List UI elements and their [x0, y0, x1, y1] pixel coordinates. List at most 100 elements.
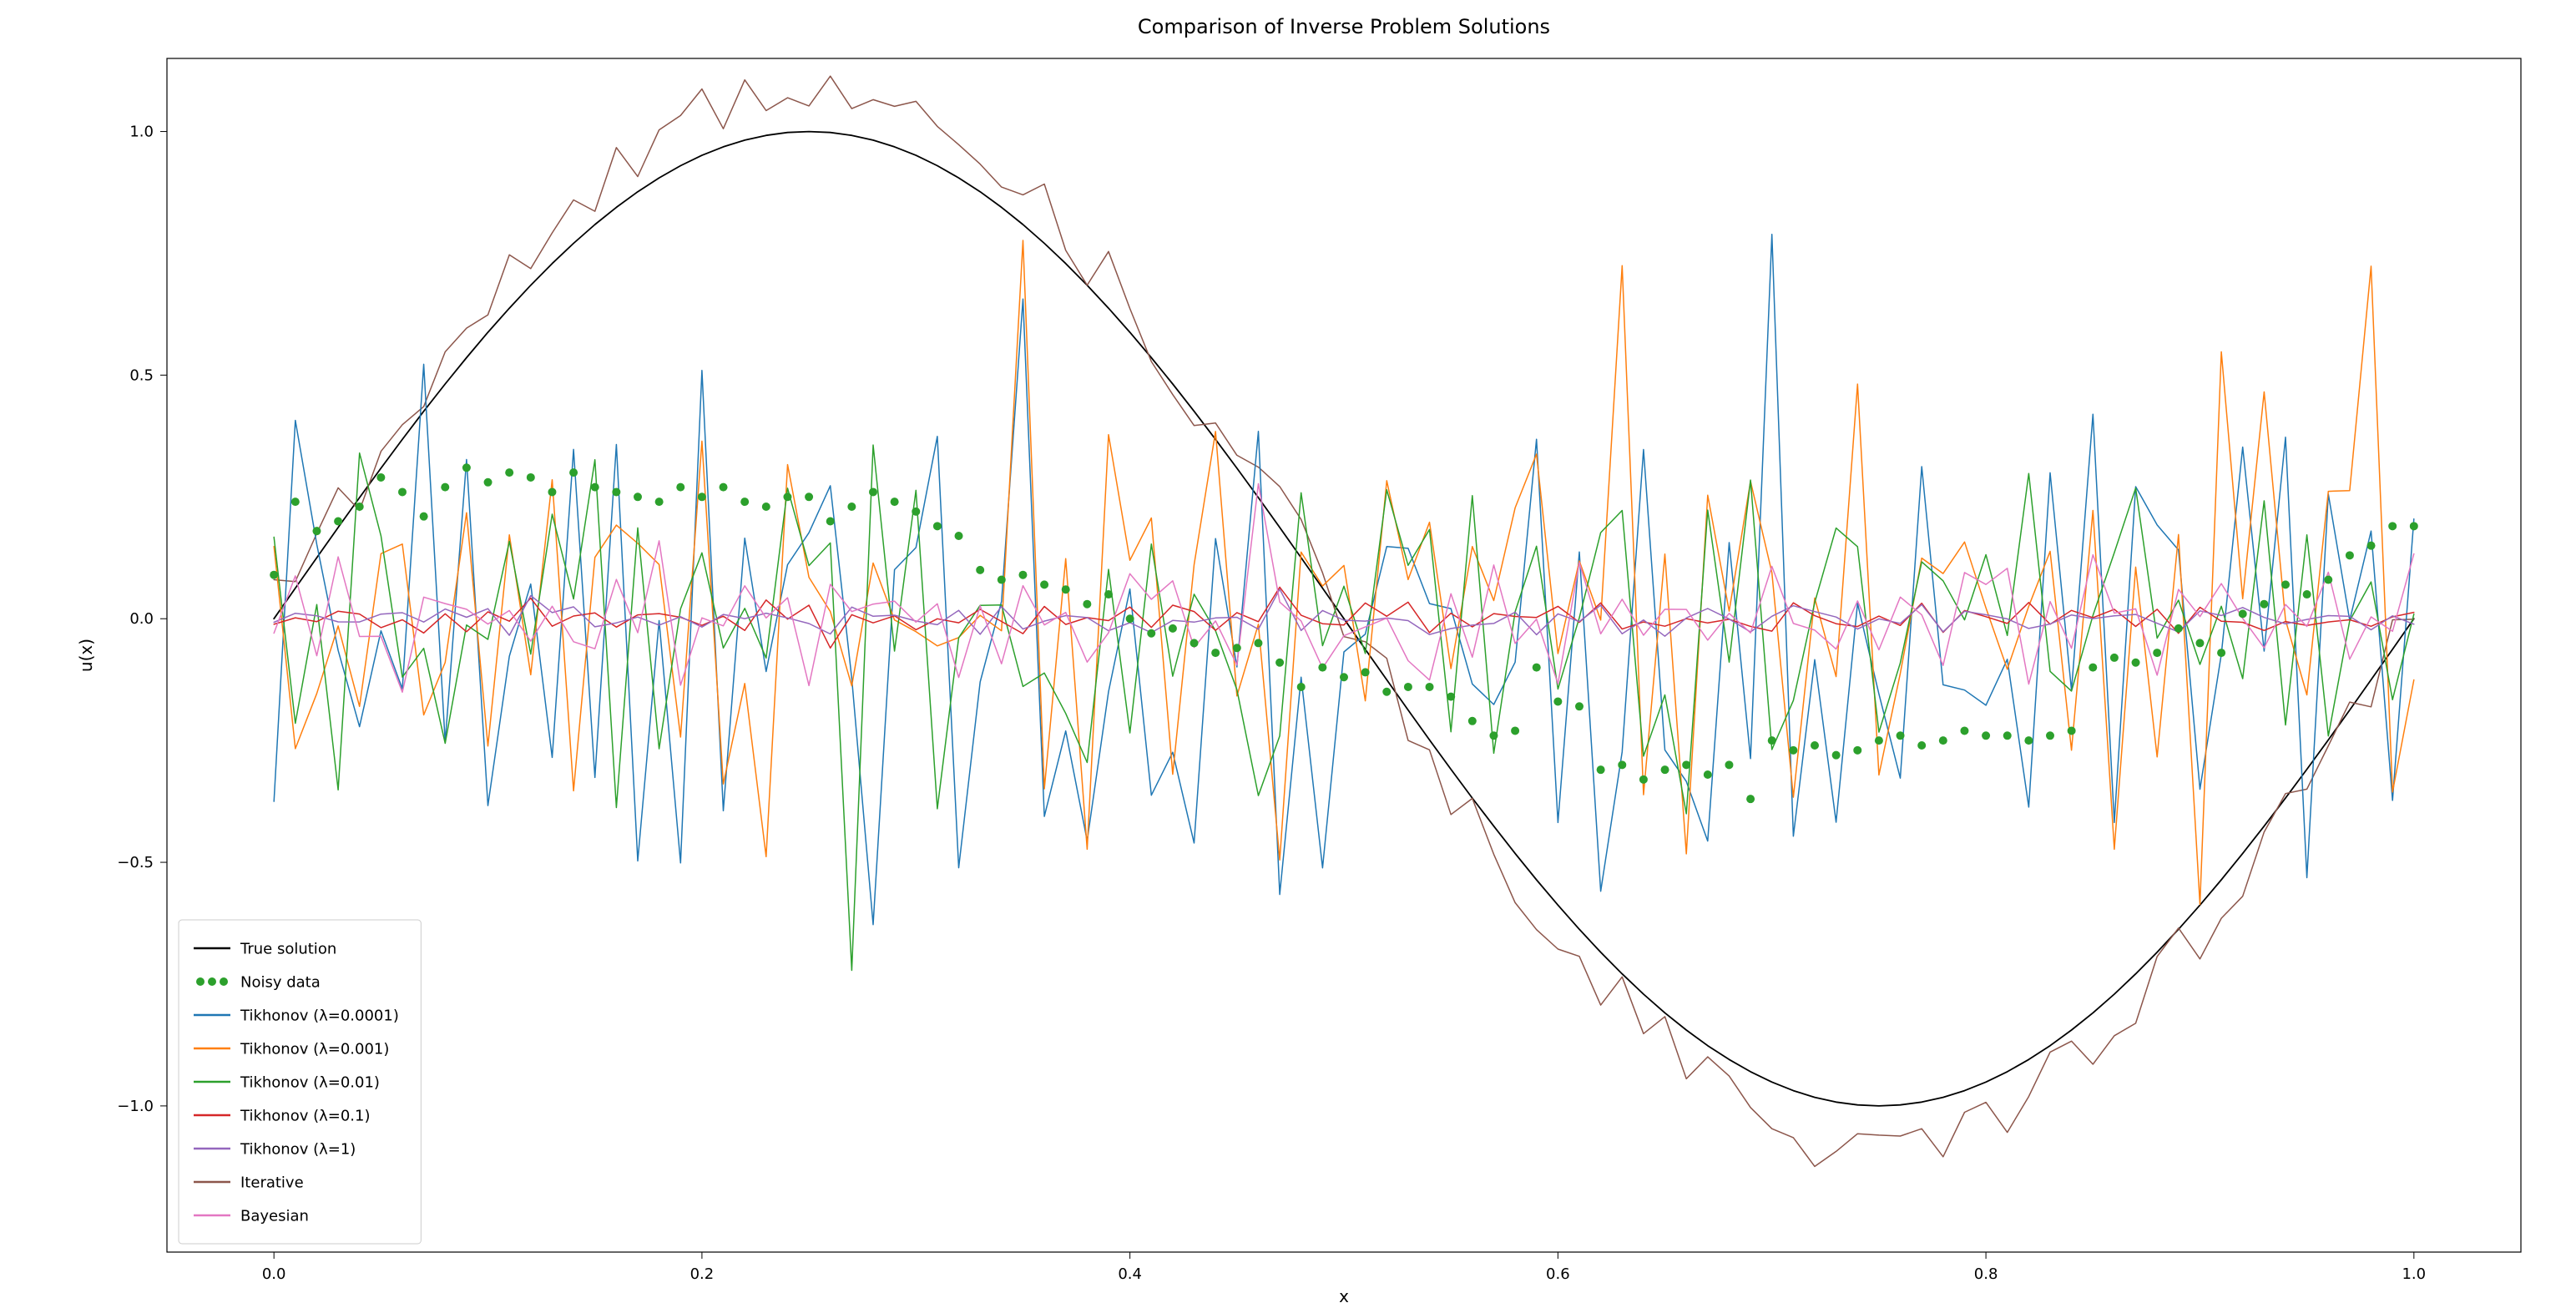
scatter-point — [1468, 717, 1477, 725]
scatter-point — [2260, 600, 2268, 609]
scatter-point — [1426, 683, 1434, 691]
scatter-point — [676, 483, 684, 492]
scatter-point — [2024, 736, 2033, 745]
scatter-point — [2003, 731, 2012, 740]
legend-label: Tikhonov (λ=0.001) — [240, 1040, 389, 1058]
scatter-point — [1062, 585, 1070, 593]
scatter-point — [270, 571, 278, 579]
scatter-point — [1382, 688, 1391, 696]
scatter-point — [291, 497, 300, 506]
scatter-point — [1147, 629, 1155, 638]
scatter-point — [1832, 751, 1841, 760]
scatter-point — [1704, 770, 1712, 779]
scatter-point — [1661, 765, 1669, 774]
scatter-point — [826, 517, 835, 525]
xtick-label: 0.0 — [262, 1265, 286, 1283]
legend-label: Noisy data — [240, 973, 321, 991]
scatter-point — [762, 503, 770, 511]
scatter-point — [1361, 668, 1370, 676]
scatter-point — [2239, 609, 2247, 618]
scatter-point — [1126, 614, 1134, 623]
scatter-point — [1789, 746, 1797, 755]
scatter-point — [698, 492, 706, 501]
scatter-point — [1340, 673, 1348, 681]
scatter-point — [891, 497, 899, 506]
legend-label: Tikhonov (λ=0.0001) — [240, 1007, 399, 1024]
legend-label: True solution — [240, 940, 336, 957]
scatter-point — [612, 487, 620, 496]
xtick-label: 0.2 — [690, 1265, 715, 1283]
legend-label: Tikhonov (λ=0.1) — [240, 1107, 371, 1124]
scatter-point — [2303, 590, 2311, 598]
legend: True solution Noisy data Tikhonov (λ=0.000… — [179, 920, 421, 1244]
scatter-point — [2217, 649, 2225, 657]
ytick-label: −1.0 — [117, 1098, 154, 1115]
ytick-label: 1.0 — [129, 124, 154, 141]
scatter-point — [933, 522, 942, 530]
scatter-point — [1553, 697, 1562, 705]
scatter-point — [591, 483, 599, 492]
xtick-label: 1.0 — [2402, 1265, 2426, 1283]
ytick-label: −0.5 — [117, 854, 154, 871]
scatter-point — [1597, 765, 1605, 774]
xtick-label: 0.4 — [1118, 1265, 1142, 1283]
scatter-point — [1275, 659, 1284, 667]
scatter-point — [1083, 600, 1091, 609]
scatter-point — [998, 576, 1006, 584]
scatter-point — [2410, 522, 2418, 530]
xtick-label: 0.8 — [1974, 1265, 1998, 1283]
legend-marker — [220, 977, 228, 986]
scatter-point — [847, 503, 856, 511]
scatter-point — [505, 468, 513, 477]
legend-marker — [208, 977, 216, 986]
x-axis-label: x — [1339, 1286, 1349, 1303]
scatter-point — [2324, 576, 2332, 584]
scatter-point — [634, 492, 642, 501]
scatter-point — [1169, 624, 1177, 633]
scatter-point — [1746, 795, 1755, 803]
scatter-point — [527, 473, 535, 482]
scatter-point — [1318, 664, 1326, 672]
scatter-point — [1811, 741, 1819, 750]
legend-marker — [196, 977, 205, 986]
scatter-point — [334, 517, 342, 525]
scatter-point — [1875, 736, 1883, 745]
scatter-point — [420, 513, 428, 521]
scatter-point — [805, 492, 813, 501]
chart-svg: Comparison of Inverse Problem Solutions 0… — [0, 0, 2576, 1303]
scatter-point — [720, 483, 728, 492]
scatter-point — [1682, 760, 1690, 769]
chart-title: Comparison of Inverse Problem Solutions — [1138, 15, 1550, 38]
scatter-point — [2046, 731, 2054, 740]
scatter-point — [2346, 551, 2354, 559]
scatter-point — [1639, 775, 1648, 784]
scatter-point — [740, 497, 749, 506]
scatter-point — [1917, 741, 1926, 750]
scatter-point — [462, 463, 471, 472]
scatter-point — [2174, 624, 2183, 633]
y-axis-label: u(x) — [76, 639, 96, 672]
scatter-point — [1575, 702, 1583, 710]
scatter-point — [1982, 731, 1990, 740]
scatter-point — [441, 483, 449, 492]
legend-label: Bayesian — [240, 1207, 309, 1225]
chart-container: Comparison of Inverse Problem Solutions 0… — [0, 0, 2576, 1303]
scatter-point — [398, 487, 407, 496]
scatter-point — [2068, 726, 2076, 735]
scatter-point — [955, 532, 963, 540]
legend-label: Iterative — [240, 1174, 304, 1191]
scatter-point — [1618, 760, 1626, 769]
scatter-point — [1104, 590, 1113, 598]
scatter-point — [869, 487, 877, 496]
scatter-point — [2388, 522, 2397, 530]
scatter-point — [1939, 736, 1947, 745]
scatter-point — [569, 468, 578, 477]
scatter-point — [655, 497, 664, 506]
scatter-point — [548, 487, 556, 496]
scatter-point — [1233, 644, 1241, 652]
scatter-point — [1533, 664, 1541, 672]
scatter-point — [2153, 649, 2161, 657]
scatter-point — [312, 527, 321, 535]
scatter-point — [2089, 664, 2097, 672]
scatter-point — [1447, 693, 1455, 701]
